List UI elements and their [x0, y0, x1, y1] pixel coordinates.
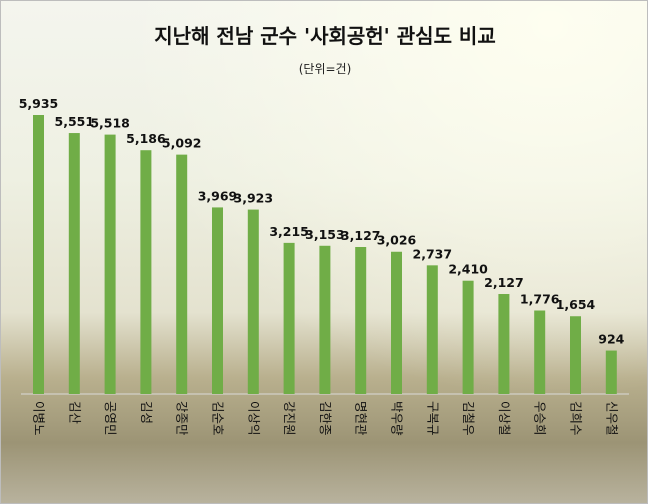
- bar: [391, 251, 402, 394]
- bar: [355, 247, 367, 394]
- data-label: 3,969: [198, 188, 238, 203]
- data-label: 3,215: [269, 224, 309, 239]
- category-label: 김산: [67, 401, 82, 425]
- bar: [283, 242, 295, 394]
- category-label: 강진원: [282, 401, 297, 436]
- data-label: 924: [598, 332, 624, 347]
- bar: [247, 209, 259, 394]
- bar: [176, 154, 188, 394]
- chart-subtitle: (단위=건): [299, 62, 352, 76]
- data-label: 5,551: [55, 114, 95, 129]
- category-label: 공영민: [103, 401, 118, 436]
- data-label: 5,186: [126, 131, 166, 146]
- data-label: 2,410: [448, 262, 488, 277]
- bar: [426, 265, 438, 394]
- bar: [140, 150, 152, 394]
- category-label: 김한종: [318, 401, 333, 436]
- category-label: 강종만: [175, 401, 190, 436]
- category-label: 구복규: [425, 401, 440, 436]
- category-label: 우승희: [533, 401, 548, 436]
- category-label: 김성: [139, 401, 154, 424]
- bar: [534, 310, 546, 394]
- data-label: 3,127: [341, 228, 381, 243]
- data-label: 1,654: [556, 297, 596, 312]
- data-label: 3,153: [305, 227, 345, 242]
- bar: [570, 316, 581, 394]
- bar: [212, 207, 223, 394]
- category-label: 김희수: [569, 401, 584, 436]
- data-label: 5,518: [90, 116, 130, 131]
- category-label: 명현관: [354, 401, 369, 436]
- category-label: 박우량: [390, 401, 405, 436]
- data-label: 3,026: [377, 233, 417, 248]
- bar: [33, 115, 44, 394]
- bar: [605, 350, 617, 394]
- bar: [68, 133, 80, 394]
- data-label: 5,092: [162, 136, 202, 151]
- bar: [462, 280, 474, 394]
- data-label: 2,737: [413, 246, 453, 261]
- bar: [319, 245, 331, 394]
- category-label: 이상철: [497, 401, 512, 436]
- chart-title: 지난해 전남 군수 '사회공헌' 관심도 비교: [154, 24, 495, 48]
- category-label: 이병노: [32, 401, 47, 436]
- category-label: 신우철: [604, 401, 619, 436]
- data-label: 5,935: [19, 96, 59, 111]
- bar: [104, 134, 116, 395]
- category-label: 김철우: [461, 401, 476, 436]
- data-label: 3,923: [234, 191, 274, 206]
- data-label: 1,776: [520, 292, 560, 307]
- data-label: 2,127: [484, 275, 524, 290]
- category-label: 김순호: [211, 401, 226, 436]
- category-label: 이상익: [246, 401, 261, 436]
- bar: [498, 294, 510, 394]
